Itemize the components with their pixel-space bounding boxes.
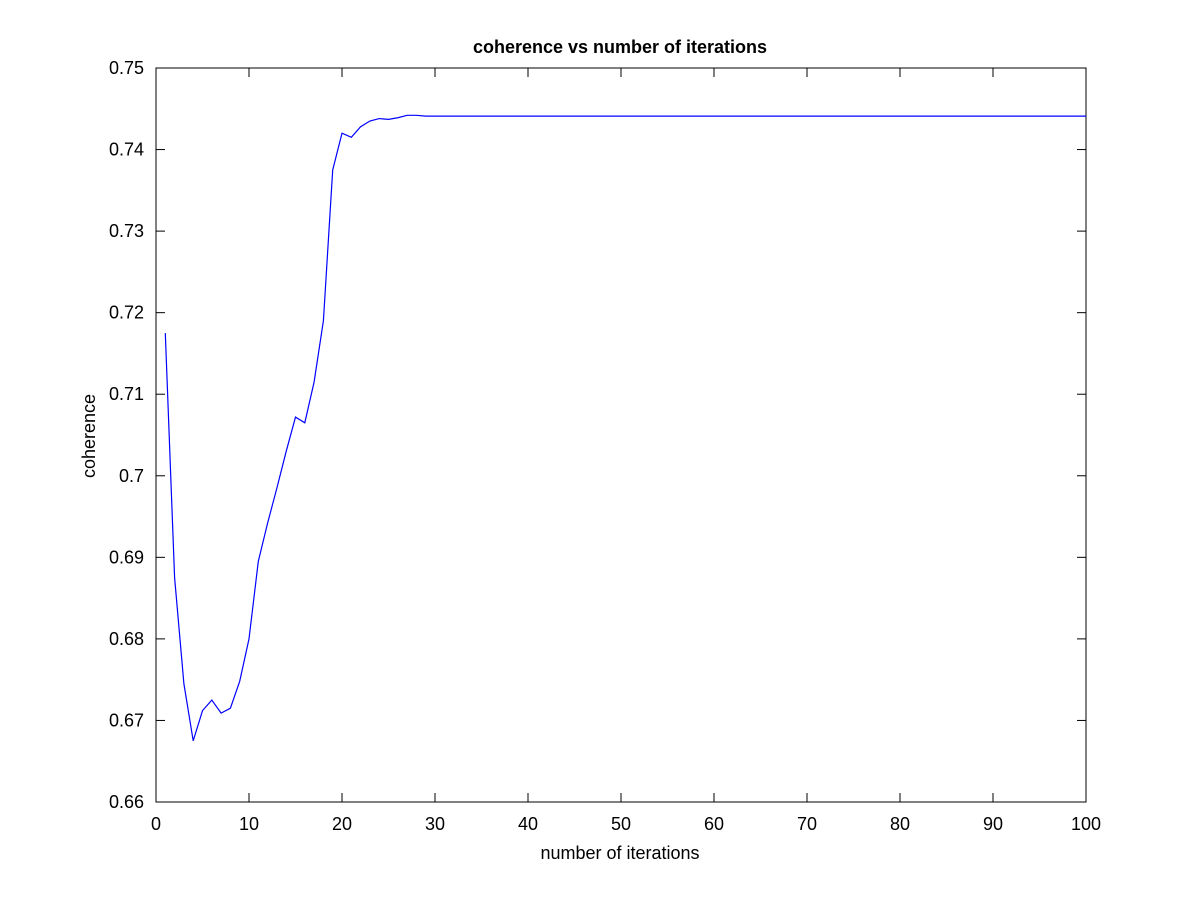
y-tick-label: 0.73 — [109, 221, 144, 241]
y-tick-label: 0.67 — [109, 710, 144, 730]
series-line-coherence — [164, 114, 1086, 742]
x-tick-label: 70 — [797, 814, 817, 834]
x-tick-label: 30 — [425, 814, 445, 834]
y-tick-label: 0.71 — [109, 384, 144, 404]
x-tick-label: 40 — [518, 814, 538, 834]
y-tick-label: 0.68 — [109, 629, 144, 649]
x-tick-label: 90 — [983, 814, 1003, 834]
x-tick-label: 60 — [704, 814, 724, 834]
y-tick-label: 0.69 — [109, 547, 144, 567]
x-tick-label: 10 — [239, 814, 259, 834]
y-tick-label: 0.72 — [109, 303, 144, 323]
chart-title: coherence vs number of iterations — [473, 37, 767, 57]
x-tick-label: 80 — [890, 814, 910, 834]
x-axis: 0 10 20 30 40 50 60 70 80 90 100 — [151, 68, 1101, 834]
y-axis-label: coherence — [79, 394, 99, 478]
y-tick-label: 0.66 — [109, 792, 144, 812]
x-axis-label: number of iterations — [540, 843, 699, 863]
y-axis: 0.66 0.67 0.68 0.69 0.7 0.71 0.72 0.73 0.74 0.75 — [109, 58, 1086, 812]
x-tick-label: 0 — [151, 814, 161, 834]
x-tick-label: 100 — [1071, 814, 1101, 834]
y-tick-label: 0.74 — [109, 140, 144, 160]
y-tick-label: 0.75 — [109, 58, 144, 78]
x-tick-label: 20 — [332, 814, 352, 834]
y-tick-label: 0.7 — [119, 466, 144, 486]
x-tick-label: 50 — [611, 814, 631, 834]
plot-area — [155, 67, 1087, 803]
